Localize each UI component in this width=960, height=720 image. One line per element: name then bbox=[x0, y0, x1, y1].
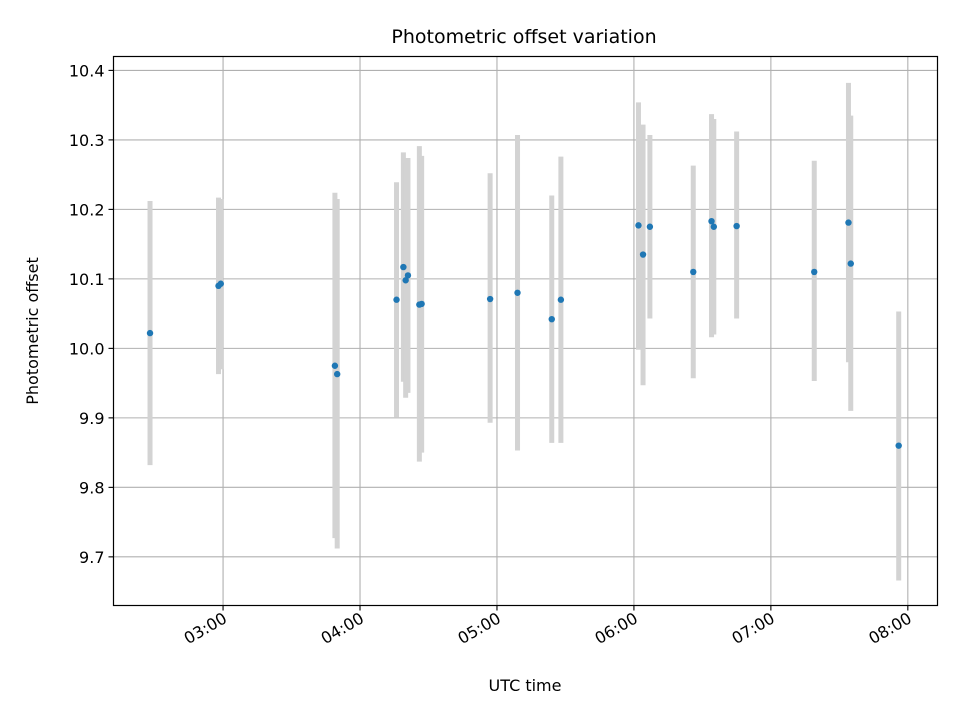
x-tick-label: 08:00 bbox=[865, 609, 914, 649]
y-tick-label: 10.3 bbox=[69, 131, 105, 150]
x-tick-label: 03:00 bbox=[181, 609, 230, 649]
data-point bbox=[733, 222, 740, 230]
data-point bbox=[217, 280, 224, 287]
data-point bbox=[557, 296, 565, 303]
y-tick-label: 10.0 bbox=[69, 339, 105, 358]
y-axis-title: Photometric offset bbox=[23, 257, 42, 405]
y-tick-label: 9.7 bbox=[79, 548, 104, 567]
data-point bbox=[639, 251, 647, 258]
grid-lines bbox=[113, 56, 938, 606]
x-tick-label: 04:00 bbox=[318, 609, 367, 649]
data-point bbox=[708, 218, 715, 225]
data-point bbox=[331, 362, 339, 369]
data-point bbox=[393, 296, 400, 303]
data-point bbox=[690, 268, 697, 276]
y-tick-label: 9.9 bbox=[79, 409, 104, 428]
data-point bbox=[486, 295, 494, 303]
y-tick-label: 10.1 bbox=[69, 270, 105, 289]
data-point bbox=[548, 315, 555, 323]
plot-area-frame bbox=[112, 55, 939, 607]
error-bars bbox=[147, 82, 902, 581]
data-points bbox=[146, 218, 902, 449]
data-point bbox=[847, 260, 854, 267]
chart-title: Photometric offset variation bbox=[391, 26, 656, 48]
data-point bbox=[333, 370, 341, 378]
data-point bbox=[146, 329, 154, 337]
data-point bbox=[404, 272, 412, 279]
data-point bbox=[845, 219, 852, 226]
x-tick-label: 06:00 bbox=[591, 609, 640, 649]
x-tick-label: 07:00 bbox=[728, 609, 777, 649]
data-point bbox=[514, 289, 521, 296]
data-point bbox=[418, 300, 425, 308]
y-tick-label: 9.8 bbox=[79, 478, 104, 497]
data-point bbox=[400, 263, 407, 271]
data-point bbox=[646, 223, 654, 230]
data-point bbox=[402, 277, 409, 284]
data-point bbox=[811, 268, 818, 276]
data-point bbox=[710, 223, 718, 230]
data-point bbox=[635, 222, 642, 229]
x-axis-title: UTC time bbox=[489, 676, 562, 695]
y-tick-label: 10.4 bbox=[69, 61, 105, 80]
data-point bbox=[895, 442, 902, 449]
x-tick-label: 05:00 bbox=[455, 609, 504, 649]
y-tick-label: 10.2 bbox=[69, 200, 105, 219]
